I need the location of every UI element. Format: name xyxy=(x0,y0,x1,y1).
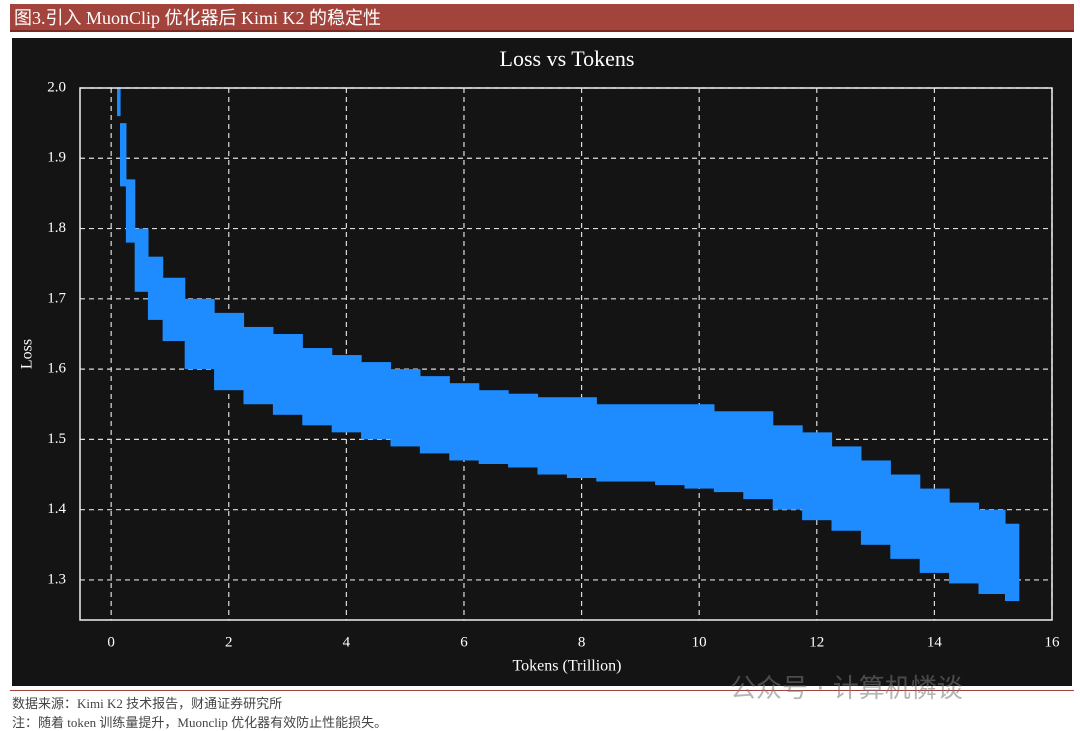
loss-band xyxy=(802,432,833,521)
loss-band xyxy=(162,277,186,341)
chart-title: Loss vs Tokens xyxy=(500,46,635,71)
y-tick-label: 1.7 xyxy=(47,290,66,306)
x-tick-label: 12 xyxy=(809,634,824,650)
loss-band xyxy=(390,369,421,447)
loss-band xyxy=(184,298,215,370)
loss-band xyxy=(596,404,627,482)
loss-band xyxy=(134,228,149,292)
loss-band xyxy=(214,312,245,391)
x-tick-label: 8 xyxy=(578,634,586,650)
loss-band xyxy=(831,446,862,531)
y-tick-label: 1.3 xyxy=(47,571,66,587)
loss-band xyxy=(419,376,450,454)
loss-band xyxy=(119,123,127,187)
loss-band xyxy=(117,88,121,117)
loss-band xyxy=(361,362,392,440)
loss-band xyxy=(978,509,1006,594)
loss-band xyxy=(449,383,480,461)
loss-band xyxy=(147,256,164,320)
x-tick-label: 6 xyxy=(460,634,468,650)
loss-band xyxy=(860,460,891,545)
loss-band xyxy=(743,411,774,500)
plot-frame xyxy=(79,87,1053,621)
footnote: 注：随着 token 训练量提升，Muonclip 优化器有效防止性能损失。 xyxy=(12,715,388,730)
x-tick-label: 14 xyxy=(927,634,943,650)
x-tick-label: 0 xyxy=(107,634,115,650)
loss-band xyxy=(890,474,921,559)
x-axis-label: Tokens (Trillion) xyxy=(513,658,622,675)
chart-background xyxy=(12,38,1072,686)
figure-caption: 图3.引入 MuonClip 优化器后 Kimi K2 的稳定性 xyxy=(10,4,1074,32)
x-tick-label: 16 xyxy=(1045,634,1061,650)
loss-band xyxy=(949,502,980,584)
loss-band xyxy=(625,404,656,482)
source-note: 数据来源：Kimi K2 技术报告，财通证券研究所 xyxy=(12,696,283,711)
loss-band xyxy=(478,390,509,464)
footer-rule xyxy=(10,690,1074,691)
loss-band xyxy=(684,404,715,489)
y-tick-label: 1.6 xyxy=(47,361,66,377)
loss-band xyxy=(919,488,950,573)
loss-band xyxy=(302,348,333,426)
loss-band xyxy=(566,397,597,479)
y-axis-label: Loss xyxy=(19,339,36,369)
y-tick-label: 1.8 xyxy=(47,220,66,236)
x-tick-label: 4 xyxy=(343,634,351,650)
loss-band xyxy=(772,425,803,510)
y-tick-label: 1.9 xyxy=(47,150,66,166)
loss-band xyxy=(331,355,362,433)
loss-band xyxy=(655,404,686,486)
y-tick-label: 2.0 xyxy=(47,79,66,95)
loss-band xyxy=(125,179,136,243)
loss-band xyxy=(1004,523,1020,602)
y-tick-label: 1.4 xyxy=(47,501,66,517)
loss-band xyxy=(243,326,274,405)
loss-band xyxy=(537,397,568,475)
y-tick-label: 1.5 xyxy=(47,431,66,447)
loss-band xyxy=(713,411,744,493)
x-tick-label: 2 xyxy=(225,634,233,650)
watermark: 公众号 · 计算机憐谈 xyxy=(730,674,963,704)
loss-band xyxy=(508,393,539,468)
x-tick-label: 10 xyxy=(692,634,707,650)
loss-band xyxy=(272,333,303,415)
